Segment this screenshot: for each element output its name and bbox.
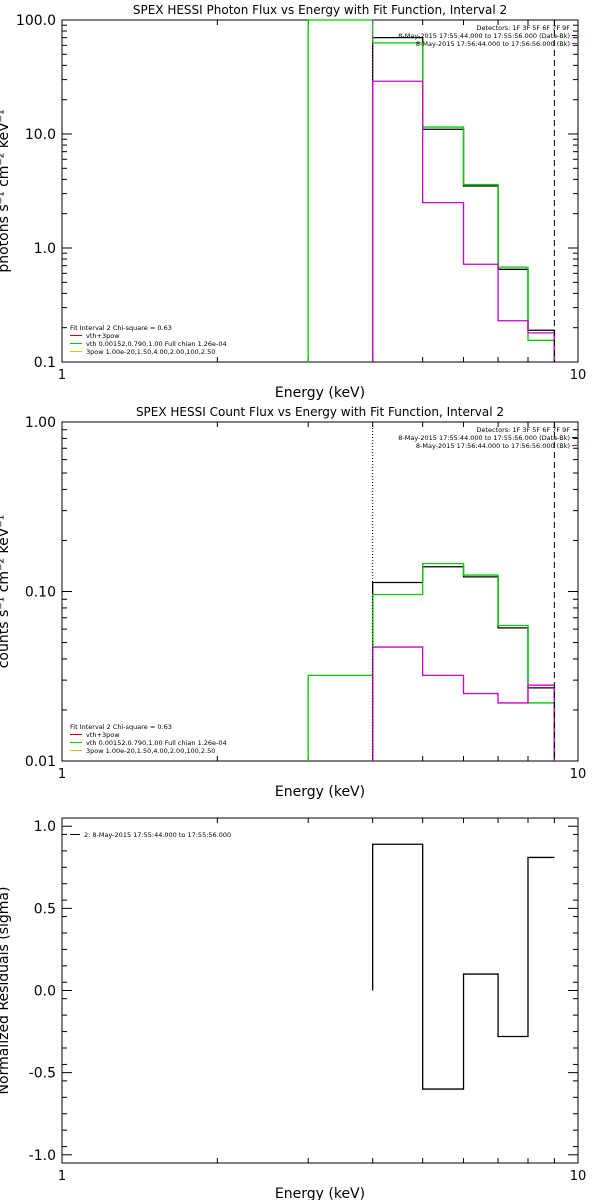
y-tick-label: 1.00 [25,415,56,431]
plot-frame [61,421,579,762]
chart-panel-3: 1 10 Energy (keV) -1.0 -0.5 0.0 0.5 1.0 Normaliz… [0,817,587,1200]
legend-title: Fit Interval 2 Chi-square = 0.63 [70,723,172,731]
series-data [372,843,555,1090]
series-data [372,37,556,362]
x-tick-label: 1 [58,368,66,383]
y-tick-label: 0.5 [34,901,56,917]
x-tick-label: 10 [570,767,587,782]
header-text: 8-May-2015 17:56:44.000 to 17:56:56.000 … [416,40,570,48]
plot-frame [61,817,579,1164]
legend-label: 3pow 1.00e-20,1.50,4.00,2.00,100,2.50 [86,348,215,356]
x-tick-label: 10 [570,1169,587,1184]
y-axis-label: counts s⁻¹ cm⁻² keV⁻¹ [0,515,12,669]
legend-label: vth+3pow [86,731,120,739]
y-tick-label: 0.0 [34,984,56,1000]
legend-title: Fit Interval 2 Chi-square = 0.63 [70,324,172,332]
x-tick-label: 1 [58,1169,66,1184]
series-background [372,80,556,362]
y-tick-label: 10.0 [25,127,56,143]
x-axis-label: Energy (keV) [275,784,365,800]
legend-label: vth 0.00152,0.790,1.00 Full chian 1.26e-… [86,739,227,747]
y-tick-label: 1.0 [34,241,56,257]
header-text: Detectors: 1F 3F 5F 6F 7F 9F [476,24,570,32]
legend-label: vth+3pow [86,332,120,340]
y-tick-label: 100.0 [16,13,56,29]
x-axis-label: Energy (keV) [275,1186,365,1200]
series-background [372,646,556,761]
legend-label: 2: 8-May-2015 17:55:44.000 to 17:55:56.0… [84,831,231,839]
y-tick-label: 1.0 [34,819,56,835]
series-data [372,566,556,761]
header-text: 8-May-2015 17:56:44.000 to 17:56:56.000 … [416,442,570,450]
header-text: 8-May-2015 17:55:44.000 to 17:55:56.000 … [398,32,570,40]
y-axis-label: photons s⁻¹ cm⁻² keV⁻¹ [0,109,12,272]
chart-title: SPEX HESSI Photon Flux vs Energy with Fi… [133,3,507,17]
chart-panel-1: SPEX HESSI Photon Flux vs Energy with Fi… [0,3,586,401]
x-axis-label: Energy (keV) [275,385,365,401]
y-axis-label: Normalized Residuals (sigma) [0,887,12,1095]
y-tick-label: 0.1 [34,355,56,371]
legend-label: vth 0.00152,0.790,1.00 Full chian 1.26e-… [86,340,227,348]
x-tick-label: 1 [58,767,66,782]
chart-panel-2: SPEX HESSI Count Flux vs Energy with Fit… [0,405,586,800]
series-model [307,562,556,761]
y-tick-label: 0.10 [25,585,56,601]
y-tick-label: -0.5 [29,1066,56,1082]
y-tick-label: -1.0 [29,1148,56,1164]
x-tick-label: 10 [570,368,587,383]
header-text: Detectors: 1F 3F 5F 6F 7F 9F [476,426,570,434]
y-tick-label: 0.01 [25,754,56,770]
legend-label: 3pow 1.00e-20,1.50,4.00,2.00,100,2.50 [86,747,215,755]
plot-frame [61,19,579,363]
series-model [307,19,556,362]
header-text: 8-May-2015 17:55:44.000 to 17:55:56.000 … [398,434,570,442]
chart-title: SPEX HESSI Count Flux vs Energy with Fit… [136,405,504,419]
